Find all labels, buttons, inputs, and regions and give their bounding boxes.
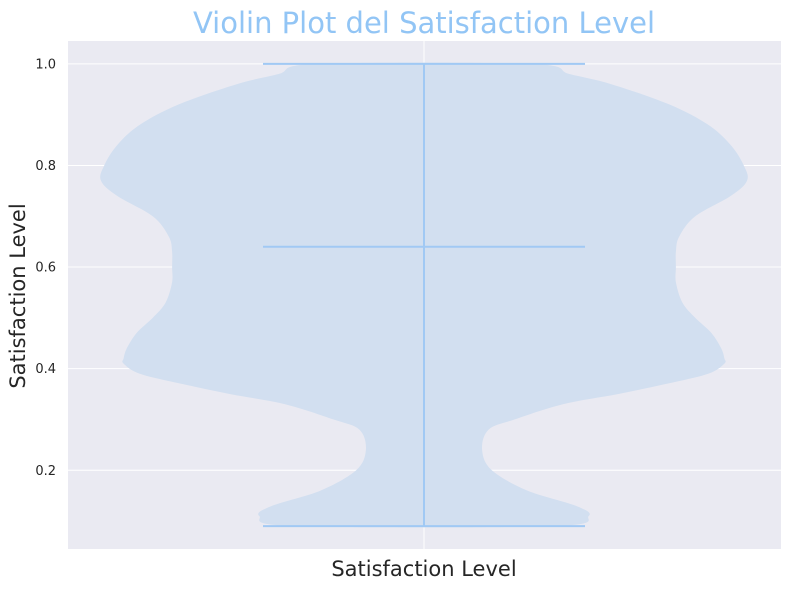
chart-title: Violin Plot del Satisfaction Level [193,6,655,40]
y-tick-label: 0.2 [35,464,56,479]
y-tick-label: 0.8 [35,159,56,174]
x-axis-label: Satisfaction Level [331,557,516,581]
violin-stat-lines [263,62,585,528]
y-axis-label: Satisfaction Level [6,203,30,388]
y-tick-label: 0.6 [35,261,56,276]
y-tick-label: 1.0 [35,57,56,72]
y-tick-label: 0.4 [35,362,56,377]
y-tick-labels: 0.2 0.4 0.6 0.8 1.0 [35,57,56,478]
